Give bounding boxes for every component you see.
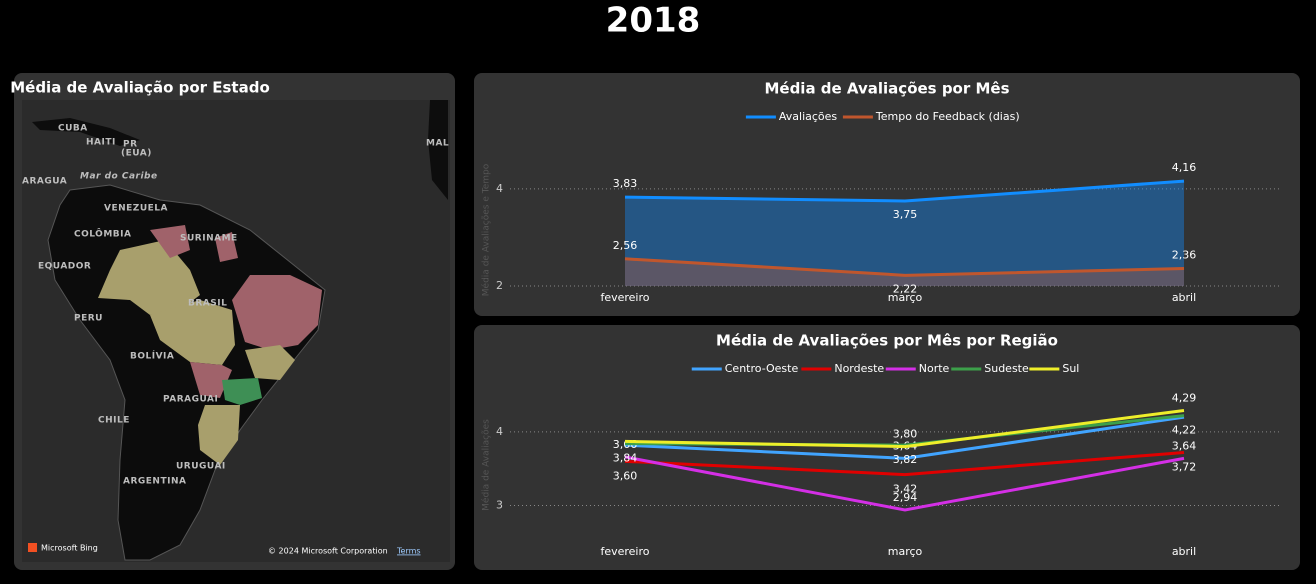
data-label: 2,22 <box>893 282 918 295</box>
x-tick-label: março <box>888 291 923 304</box>
x-tick-label: abril <box>1172 291 1196 304</box>
map-label: COLÔMBIA <box>74 228 131 240</box>
data-label: 4,22 <box>1172 424 1197 437</box>
map-label: ARAGUA <box>22 177 67 187</box>
legend-label: Centro-Oeste <box>725 362 799 375</box>
legend-label: Avaliações <box>779 110 838 123</box>
data-label: 3,80 <box>893 428 918 441</box>
legend-label: Sudeste <box>984 362 1029 375</box>
data-label: 3,75 <box>893 208 918 221</box>
map-label: URUGUAI <box>176 462 226 472</box>
map-label: PERU <box>74 314 103 324</box>
x-tick-label: março <box>888 545 923 558</box>
state <box>150 225 238 262</box>
terms-link[interactable]: Terms <box>396 547 421 556</box>
legend-label: Norte <box>919 362 950 375</box>
data-label: 4,29 <box>1172 391 1197 404</box>
copyright: © 2024 Microsoft Corporation <box>268 547 388 556</box>
state <box>190 362 232 398</box>
y-axis-title: Média de Avaliações e Tempo <box>481 163 492 296</box>
data-label: 3,83 <box>613 177 638 190</box>
map-label: BOLÍVIA <box>130 350 174 362</box>
map-label: BRASIL <box>188 299 227 309</box>
data-label: 3,84 <box>613 452 638 465</box>
line <box>624 179 1185 203</box>
legend-label: Sul <box>1062 362 1079 375</box>
area <box>625 181 1184 286</box>
data-label: 3,42 <box>893 483 918 496</box>
state <box>232 275 322 350</box>
state <box>222 378 262 405</box>
bing-logo <box>28 543 37 552</box>
x-tick-label: fevereiro <box>600 291 649 304</box>
data-label: 4,16 <box>1172 161 1197 174</box>
y-tick-label: 3 <box>496 499 503 512</box>
map-label: MAL <box>426 139 449 149</box>
map-label: SURINAME <box>180 234 238 244</box>
line <box>624 415 1185 460</box>
y-tick-label: 4 <box>496 182 503 195</box>
map-label: CHILE <box>98 416 130 426</box>
chart-title: Média de Avaliações por Mês por Região <box>716 332 1058 350</box>
map-label: PARAGUAI <box>163 395 218 405</box>
panel <box>474 73 1300 316</box>
page-title: 2018 <box>606 1 701 41</box>
x-tick-label: abril <box>1172 545 1196 558</box>
state <box>150 300 235 365</box>
x-tick-label: fevereiro <box>600 545 649 558</box>
line <box>624 455 1185 512</box>
map-label: VENEZUELA <box>104 204 168 214</box>
line <box>624 408 1185 449</box>
y-axis-title: Média de Avaliações <box>481 419 492 511</box>
data-label: 2,36 <box>1172 249 1197 262</box>
map-panel: Média de Avaliação por Estado CUBA HAITI… <box>10 73 455 570</box>
data-label: 3,60 <box>613 469 638 482</box>
data-label: 3,72 <box>1172 460 1197 473</box>
line <box>624 450 1185 477</box>
y-tick-label: 4 <box>496 425 503 438</box>
map-label: CUBA <box>58 124 88 134</box>
map-label: (EUA) <box>121 149 152 159</box>
map-label: Mar do Caribe <box>80 172 158 182</box>
map-label: PR <box>123 140 138 150</box>
y-tick-label: 2 <box>496 279 503 292</box>
state <box>98 240 200 315</box>
panel-title: Média de Avaliação por Estado <box>10 79 270 97</box>
legend-label: Nordeste <box>834 362 884 375</box>
data-label: 3,82 <box>893 453 918 466</box>
data-label: 2,56 <box>613 239 638 252</box>
state <box>245 345 295 380</box>
map-label: EQUADOR <box>38 262 91 272</box>
data-label: 3,64 <box>1172 439 1197 452</box>
line <box>624 257 1185 277</box>
data-label: 2,94 <box>893 491 918 504</box>
legend-label: Tempo do Feedback (dias) <box>875 110 1020 123</box>
map-label: ARGENTINA <box>123 477 186 487</box>
area <box>625 258 1184 286</box>
chart-title: Média de Avaliações por Mês <box>764 80 1009 98</box>
state <box>198 405 240 465</box>
attribution: Microsoft Bing <box>41 544 98 553</box>
map-label: HAITI <box>86 138 116 148</box>
